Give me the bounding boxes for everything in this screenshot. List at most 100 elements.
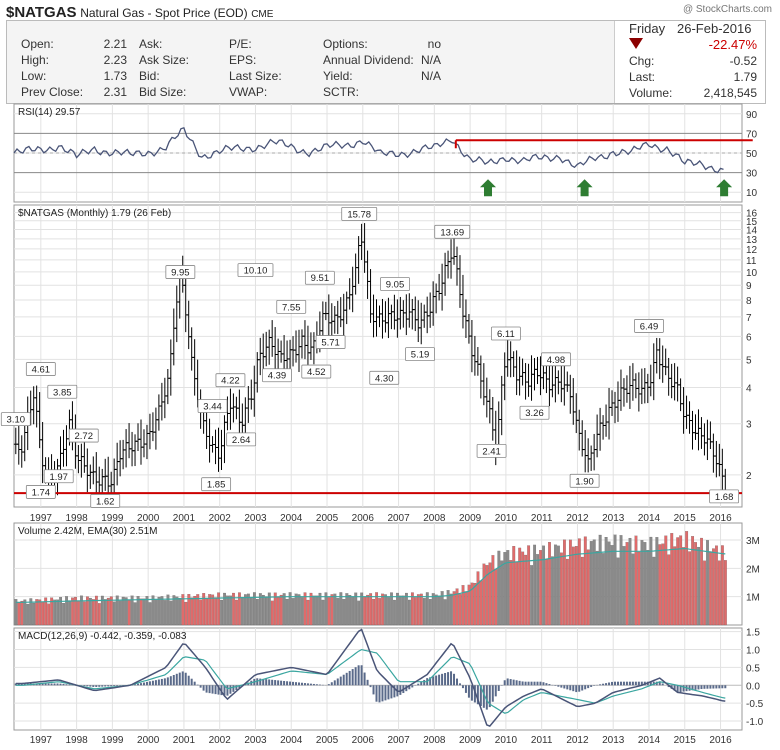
bottom-x-tick-2001: 2001 [173, 735, 196, 746]
volume-bar [542, 545, 545, 626]
volume-bar [419, 593, 423, 626]
macd-histogram-bar [333, 680, 336, 686]
volume-bar [568, 539, 572, 626]
macd-histogram-bar [137, 683, 140, 686]
volume-bar [318, 592, 322, 626]
price-annotation-box [197, 399, 228, 413]
price-annotation: 1.97 [49, 472, 68, 483]
chg-value: -0.52 [729, 54, 757, 68]
volume-bar [315, 595, 319, 626]
price-annotation: 7.55 [282, 302, 301, 313]
quote-panel: Open: High: Low: Prev Close: 2.21 2.23 1… [6, 20, 766, 104]
volume-bar [175, 596, 179, 626]
x-tick-2002: 2002 [209, 513, 232, 524]
macd-histogram-bar [53, 683, 56, 686]
x-tick-2006: 2006 [352, 513, 375, 524]
price-annotation: 1.85 [207, 480, 226, 491]
volume-bar [339, 592, 343, 626]
volume-bar [500, 560, 504, 626]
volume-bar [327, 597, 331, 626]
macd-histogram-bar [336, 678, 339, 686]
bottom-x-tick-2003: 2003 [244, 735, 267, 746]
volume-bar [300, 597, 304, 626]
volume-bar [577, 538, 581, 626]
macd-histogram-bar [86, 685, 89, 687]
volume-bar [53, 599, 57, 626]
volume-bar [610, 545, 614, 626]
macd-histogram-bar [116, 685, 119, 686]
quote-date: 26-Feb-2016 [677, 21, 752, 36]
macd-tick: 0.5 [746, 663, 760, 674]
price-annotation-box [215, 373, 246, 388]
macd-histogram-bar [160, 678, 163, 686]
volume-bar [50, 597, 54, 626]
volume-bar [422, 598, 426, 626]
down-triangle-icon [629, 38, 643, 49]
volume-bar [255, 599, 259, 626]
last-quote-box: Friday 26-Feb-2016 -22.47% Chg: Last: Vo… [614, 21, 765, 103]
volume-bar [32, 602, 36, 626]
percent-change: -22.47% [708, 37, 757, 52]
macd-histogram-bar [351, 669, 354, 686]
macd-histogram-bar [187, 675, 190, 686]
macd-histogram-bar [14, 683, 17, 686]
volume-bar [661, 543, 665, 626]
volume-bar [560, 552, 563, 626]
price-annotation-box [43, 469, 74, 484]
volume-bar [670, 533, 674, 626]
macd-tick: 1.5 [746, 628, 760, 639]
volume-bar [145, 596, 149, 626]
volume-bar [348, 594, 352, 626]
volume-bar [166, 594, 170, 626]
rsi-tick-50: 50 [746, 149, 758, 160]
price-annotation-box [380, 277, 410, 291]
volume-bar [574, 546, 578, 626]
volume-bar [217, 592, 221, 626]
volume-bar [345, 593, 349, 626]
pe-label: P/E: [229, 37, 252, 51]
price-annotation: 3.10 [7, 415, 26, 426]
macd-histogram-bar [503, 680, 506, 686]
price-annotation-box [315, 335, 346, 349]
macd-histogram-bar [211, 685, 214, 694]
volume-bar [613, 534, 617, 626]
macd-histogram-bar [295, 682, 298, 686]
x-tick-2009: 2009 [459, 513, 482, 524]
macd-histogram-bar [712, 685, 715, 689]
prev-close-value: 2.31 [103, 85, 127, 99]
volume-bar [372, 598, 376, 626]
volume-bar [712, 548, 715, 626]
volume-bar [357, 600, 361, 626]
macd-tick: -0.5 [746, 699, 764, 710]
symbol: $NATGAS [6, 4, 77, 21]
macd-histogram-bar [157, 679, 160, 686]
volume-bar [288, 592, 292, 626]
macd-histogram-bar [476, 685, 479, 705]
volume-bar [83, 601, 86, 626]
rsi-tick-90: 90 [746, 110, 758, 121]
volume-bar [267, 592, 271, 626]
volume-bar [354, 592, 358, 626]
price-annotation: 13.69 [440, 227, 464, 238]
volume-bar [154, 599, 158, 626]
macd-histogram-bar [309, 683, 312, 686]
bottom-x-tick-2000: 2000 [137, 735, 160, 746]
volume-bar [86, 596, 89, 626]
volume-bar [551, 556, 554, 626]
macd-histogram-bar [232, 685, 235, 692]
volume-bar [586, 549, 590, 626]
annual-dividend-label: Annual Dividend: [323, 53, 414, 67]
volume-bar [250, 598, 253, 626]
macd-histogram-bar [473, 685, 476, 703]
macd-histogram-bar [199, 685, 202, 688]
volume-bar [351, 596, 355, 626]
price-annotation-box [262, 368, 292, 383]
volume-bar [363, 596, 367, 626]
volume-bar [294, 593, 298, 626]
price-annotation: 4.30 [375, 373, 394, 384]
price-annotation: 4.22 [221, 376, 240, 387]
volume-bar [446, 590, 450, 626]
exchange: CME [251, 9, 274, 20]
rsi-line [13, 126, 724, 174]
